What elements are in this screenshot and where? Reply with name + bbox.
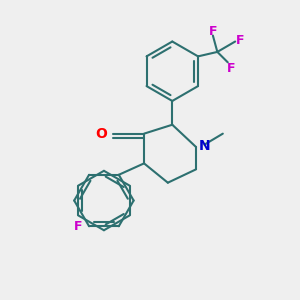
Text: N: N	[198, 140, 210, 153]
Text: F: F	[208, 25, 217, 38]
Text: F: F	[74, 220, 82, 233]
Text: F: F	[226, 62, 235, 75]
Text: O: O	[96, 127, 107, 141]
Text: F: F	[236, 34, 245, 46]
